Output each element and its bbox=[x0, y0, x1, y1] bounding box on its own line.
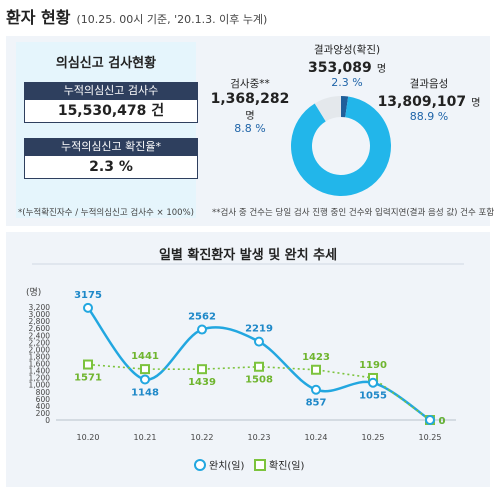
testing-value: 1,368,282 bbox=[210, 91, 290, 107]
y-tick-label: 1,200 bbox=[29, 374, 51, 383]
y-tick-label: 1,400 bbox=[29, 367, 51, 376]
testing-pct: 8.8 % bbox=[234, 122, 266, 135]
confirmed-data-label: 1423 bbox=[302, 352, 330, 363]
confirmed-point bbox=[254, 361, 264, 372]
negative-block: 결과음성 13,809,107 명 88.9 % bbox=[370, 76, 488, 123]
confirmed-data-label: 1571 bbox=[74, 373, 102, 384]
y-tick-label: 1,000 bbox=[29, 381, 51, 390]
x-tick-label: 10.25 bbox=[419, 433, 442, 442]
tests-label: 누적의심신고 검사수 bbox=[24, 82, 198, 100]
test-status-panel: 의심신고 검사현황 누적의심신고 검사수 15,530,478 건 누적의심신고… bbox=[6, 36, 494, 226]
cure-point bbox=[197, 324, 207, 335]
negative-value: 13,809,107 bbox=[377, 94, 467, 110]
cure-point bbox=[83, 302, 93, 313]
positive-unit: 명 bbox=[376, 64, 387, 75]
y-tick-label: 800 bbox=[36, 388, 51, 397]
confirmed-point bbox=[197, 364, 207, 375]
y-tick-label: 3,000 bbox=[29, 310, 51, 319]
legend-cure-label: 완치(일) bbox=[209, 461, 245, 472]
x-tick-label: 10.22 bbox=[191, 433, 214, 442]
positive-label: 결과양성(확진) bbox=[313, 44, 381, 56]
x-tick-label: 10.24 bbox=[305, 433, 328, 442]
cure-point bbox=[368, 377, 378, 388]
chart-title: 일별 확진환자 발생 및 완치 추세 bbox=[158, 248, 338, 263]
rate-note: *(누적확진자수 / 누적의심신고 검사수 × 100%) bbox=[18, 208, 194, 218]
x-tick-label: 10.21 bbox=[134, 433, 157, 442]
y-tick-label: 1,800 bbox=[29, 352, 51, 361]
confirmed-point bbox=[140, 364, 150, 375]
cure-data-label: 2219 bbox=[245, 324, 273, 335]
rate-value: 2.3 % bbox=[24, 156, 198, 179]
positive-block: 결과양성(확진) 353,089 명 2.3 % bbox=[292, 42, 402, 89]
tests-value: 15,530,478 건 bbox=[24, 100, 198, 123]
y-tick-label: 400 bbox=[36, 402, 51, 411]
y-tick-label: 600 bbox=[36, 395, 51, 404]
y-tick-label: 2,400 bbox=[29, 331, 51, 340]
confirmed-data-label: 0 bbox=[439, 416, 446, 427]
page-subtitle: (10.25. 00시 기준, '20.1.3. 이후 누계) bbox=[76, 13, 268, 26]
positive-value: 353,089 bbox=[307, 60, 372, 76]
cure-data-label: 1148 bbox=[131, 387, 159, 398]
page-title: 환자 현황 bbox=[6, 8, 71, 27]
confirmed-data-label: 1441 bbox=[131, 351, 159, 362]
donut-slice-negative bbox=[291, 96, 391, 196]
rate-label: 누적의심신고 확진율* bbox=[24, 138, 198, 156]
cure-point bbox=[425, 415, 435, 425]
cure-data-label: 0 bbox=[439, 416, 446, 427]
y-tick-label: 3,200 bbox=[29, 303, 51, 312]
cure-data-label: 857 bbox=[306, 398, 327, 409]
testing-unit: 명 bbox=[245, 111, 255, 122]
y-tick-label: 2,000 bbox=[29, 345, 51, 354]
y-tick-label: 2,600 bbox=[29, 324, 51, 333]
donut-chart bbox=[291, 96, 391, 196]
y-tick-label: 2,200 bbox=[29, 338, 51, 347]
negative-unit: 명 bbox=[471, 98, 481, 109]
cure-point bbox=[254, 336, 264, 347]
legend-circle-icon bbox=[194, 458, 206, 471]
legend-square-icon bbox=[254, 458, 266, 471]
confirmed-data-label: 1190 bbox=[359, 360, 387, 371]
cure-data-label: 2562 bbox=[188, 312, 216, 323]
page-header: 환자 현황 (10.25. 00시 기준, '20.1.3. 이후 누계) bbox=[6, 4, 267, 30]
y-tick-label: 200 bbox=[36, 409, 51, 418]
x-tick-label: 10.20 bbox=[77, 433, 100, 442]
y-tick-label: 2,800 bbox=[29, 317, 51, 326]
test-summary-box: 의심신고 검사현황 누적의심신고 검사수 15,530,478 건 누적의심신고… bbox=[16, 42, 198, 218]
confirmed-point bbox=[83, 359, 93, 370]
positive-pct: 2.3 % bbox=[331, 76, 363, 89]
trend-panel: 일별 확진환자 발생 및 완치 추세 (명) 0 200 400 600 800 1,00… bbox=[6, 232, 490, 487]
test-summary-title: 의심신고 검사현황 bbox=[55, 56, 157, 71]
cure-point bbox=[140, 374, 150, 385]
testing-label: 검사중** bbox=[230, 78, 270, 90]
y-tick-label: 1,600 bbox=[29, 360, 51, 369]
trend-chart: (명) 02004006008001,0001,2001,4001,6001,8… bbox=[26, 263, 464, 442]
x-tick-label: 10.25 bbox=[362, 433, 385, 442]
legend-cure: 완치(일) bbox=[194, 457, 244, 472]
confirmed-data-label: 1439 bbox=[188, 377, 216, 388]
cure-point bbox=[311, 384, 321, 395]
confirmed-data-label: 1508 bbox=[245, 375, 273, 386]
x-tick-label: 10.23 bbox=[248, 433, 271, 442]
y-tick-label: 0 bbox=[45, 416, 50, 425]
negative-label: 결과음성 bbox=[409, 78, 449, 90]
y-axis-label: (명) bbox=[26, 287, 41, 298]
testing-note: **검사 중 건수는 당일 검사 진행 중인 건수와 입력지연(결과 음성 값)… bbox=[212, 208, 495, 218]
donut-slice-positive bbox=[341, 96, 349, 118]
cure-data-label: 3175 bbox=[74, 290, 102, 301]
cure-data-label: 1055 bbox=[359, 391, 387, 402]
legend-confirmed: 확진(일) bbox=[254, 457, 304, 472]
testing-block: 검사중** 1,368,282 명 8.8 % bbox=[204, 76, 296, 135]
negative-pct: 88.9 % bbox=[409, 110, 449, 123]
confirmed-point bbox=[311, 364, 321, 375]
legend-confirmed-label: 확진(일) bbox=[269, 461, 305, 472]
donut-slice-testing bbox=[314, 96, 341, 122]
